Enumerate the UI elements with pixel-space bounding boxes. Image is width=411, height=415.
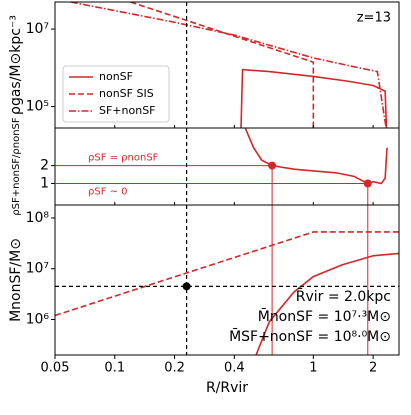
y-tick-label: 1 <box>40 176 49 192</box>
note: M̄SF+nonSF = 10⁸·⁰M⊙ <box>229 327 391 345</box>
data-line <box>55 231 399 317</box>
x-tick-label: 0.2 <box>164 361 185 376</box>
x-axis-label: R/Rvir <box>206 380 248 396</box>
y-tick-label: 10⁷ <box>26 21 49 37</box>
y-axis-label: ρSF+nonSF/ρnonSF <box>11 117 22 216</box>
plot-area <box>70 2 388 128</box>
plot-area <box>55 231 399 355</box>
note: R̄vir = 2.0kpc <box>296 287 391 305</box>
plot-area <box>244 128 388 185</box>
y-tick-label: 10⁷ <box>26 261 49 277</box>
y-tick-label: 2 <box>40 158 49 174</box>
x-tick-label: 0.4 <box>224 361 245 376</box>
x-tick-label: 1 <box>309 361 317 376</box>
reference-label: ρSF = ρnonSF <box>88 153 159 164</box>
data-line <box>244 128 388 185</box>
y-axis-label: MnonSF/M⊙ <box>8 238 24 322</box>
data-line <box>255 252 399 355</box>
data-line <box>130 2 315 128</box>
data-line <box>70 2 387 128</box>
legend-box <box>62 65 170 123</box>
point <box>268 161 277 170</box>
legend-label: nonSF SIS <box>99 87 154 100</box>
y-tick-label: 10⁶ <box>26 312 50 328</box>
y-tick-label: 10⁵ <box>26 99 49 115</box>
point <box>363 179 372 188</box>
panel-frame <box>54 204 400 356</box>
annotation: z=13 <box>357 11 391 26</box>
y-tick-label: 10⁸ <box>26 210 50 226</box>
x-tick-label: 0.1 <box>104 361 125 376</box>
x-tick-label: 0.05 <box>41 361 70 376</box>
note: M̄nonSF = 10⁷·³M⊙ <box>258 307 391 325</box>
reference-label: ρSF ~ 0 <box>88 187 128 198</box>
legend-label: nonSF <box>99 70 133 83</box>
x-tick-label: 2 <box>369 361 377 376</box>
legend-label: SF+nonSF <box>99 104 156 117</box>
y-axis-label: ρgas/M⊙kpc⁻³ <box>8 15 24 115</box>
marker-point <box>182 282 191 291</box>
data-line <box>240 68 388 128</box>
